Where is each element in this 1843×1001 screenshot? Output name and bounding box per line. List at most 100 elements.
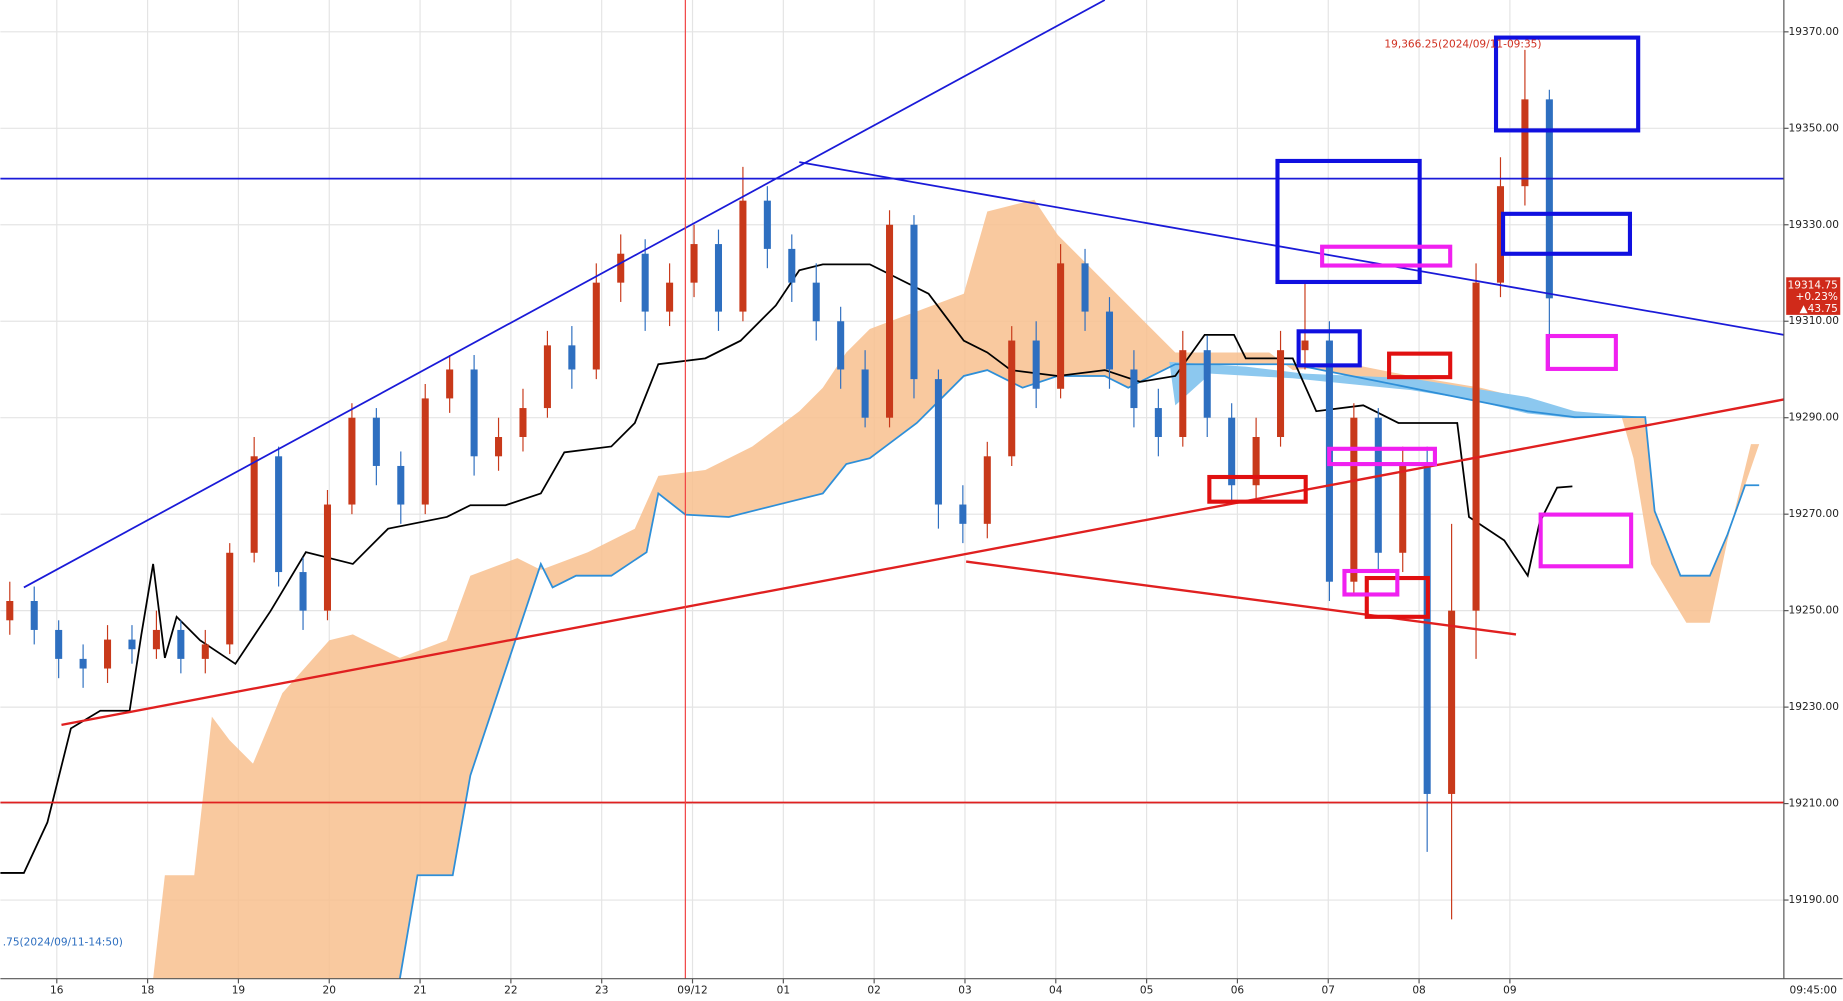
x-tick-label: 05 [1140,984,1153,996]
candle-body [1374,417,1382,553]
y-tick-label: 19270.00 [1789,508,1840,520]
candle-body [568,345,576,370]
candle-body [299,572,307,611]
candle-body [886,224,894,418]
candle-body [55,629,63,659]
candle-body [1545,99,1553,299]
y-tick-label: 19230.00 [1789,701,1840,713]
kijun-line [0,263,1573,874]
x-tick-label: 09 [1503,984,1516,996]
candle-body [1399,465,1407,553]
candle-body [519,408,527,438]
candle-body [372,417,380,466]
candle-body [1154,408,1162,438]
candle-body [446,369,454,399]
x-tick-label: 21 [413,984,426,996]
candle-body [421,398,429,505]
candle-body [152,629,160,650]
candle-body [323,504,332,611]
drawings [0,0,1785,979]
candle-body [714,244,723,312]
x-tick-label: 16 [50,984,64,996]
candle-body [1423,465,1431,794]
y-tick-label: 19290.00 [1789,412,1840,424]
price-badge [1786,277,1841,315]
candle-body [1032,340,1040,389]
candle-body [1081,263,1089,312]
high-note: 19,366.25(2024/09/11-09:35) [1384,39,1541,51]
x-tick-label: 20 [323,984,337,996]
x-tick-label: 06 [1231,984,1245,996]
candle-body [1277,350,1285,438]
candle-body [1228,417,1236,486]
y-tick-label: 19210.00 [1789,798,1840,810]
badge-change: ▲43.75 [1800,303,1838,315]
candle-body [1472,282,1480,611]
axes: 19190.00 19210.00 19230.00 19250.00 19270.00… [50,26,1839,997]
candle-body [788,248,796,283]
x-tick-label: 01 [777,984,790,996]
candle-body [1448,610,1456,794]
candle-body [1130,369,1138,409]
badge-pct: +0.23% [1796,291,1838,303]
candle-body [690,244,698,283]
x-tick-label: 18 [141,984,154,996]
x-tick-label: 08 [1412,984,1425,996]
candle-body [641,253,649,312]
candle-body [397,465,405,505]
y-tick-label: 19250.00 [1789,605,1840,617]
candle-body [495,437,503,457]
x-tick-label: 02 [867,984,880,996]
cloud [153,199,1760,979]
candle-body [30,601,38,630]
candle-body [470,369,478,457]
candle-body [275,456,283,573]
y-tick-label: 19190.00 [1789,894,1840,906]
candle-body [226,552,234,645]
candle-body [128,639,136,650]
candle-body [812,282,820,322]
candle-body [592,282,600,370]
low-note: .75(2024/09/11-14:50) [3,936,123,948]
cloud-edge [398,363,1760,979]
x-tick-label: 03 [958,984,971,996]
x-tick-label: 07 [1322,984,1335,996]
candle-body [1301,340,1309,351]
candle-body [543,345,551,409]
cloud-blue [1169,361,1646,419]
candle-body [348,417,356,505]
candle-body [1203,350,1211,418]
candle-body [79,658,87,669]
badge-price: 19314.75 [1788,279,1838,291]
y-tick-label: 19310.00 [1789,315,1840,327]
x-tick-label: 19 [232,984,245,996]
candle-body [1252,437,1260,486]
candle-body [1105,311,1114,370]
candle-body [959,504,967,524]
candle-body [250,456,258,553]
candle-body [6,601,14,621]
candle-body [1521,99,1529,187]
y-tick-label: 19370.00 [1789,26,1840,38]
x-tick-label: 09/12 [677,984,707,996]
y-tick-label: 19350.00 [1789,122,1840,134]
x-tick-label: 04 [1049,984,1063,996]
candles [6,49,1553,920]
candle-body [1179,350,1187,438]
x-tick-label: 23 [595,984,608,996]
candle-body [1496,186,1505,283]
candle-body [177,629,185,659]
candle-body [837,321,845,370]
candle-body [1350,417,1358,582]
y-tick-label: 19330.00 [1789,219,1840,231]
candle-body [763,200,771,249]
time-label: 09:45:00 [1790,984,1838,996]
candle-body [1057,263,1065,389]
candle-body [861,369,869,418]
candle-body [201,644,209,659]
candle-body [934,379,942,505]
candle-body [617,253,625,283]
candle-body [104,639,112,669]
candle-body [1008,340,1016,457]
